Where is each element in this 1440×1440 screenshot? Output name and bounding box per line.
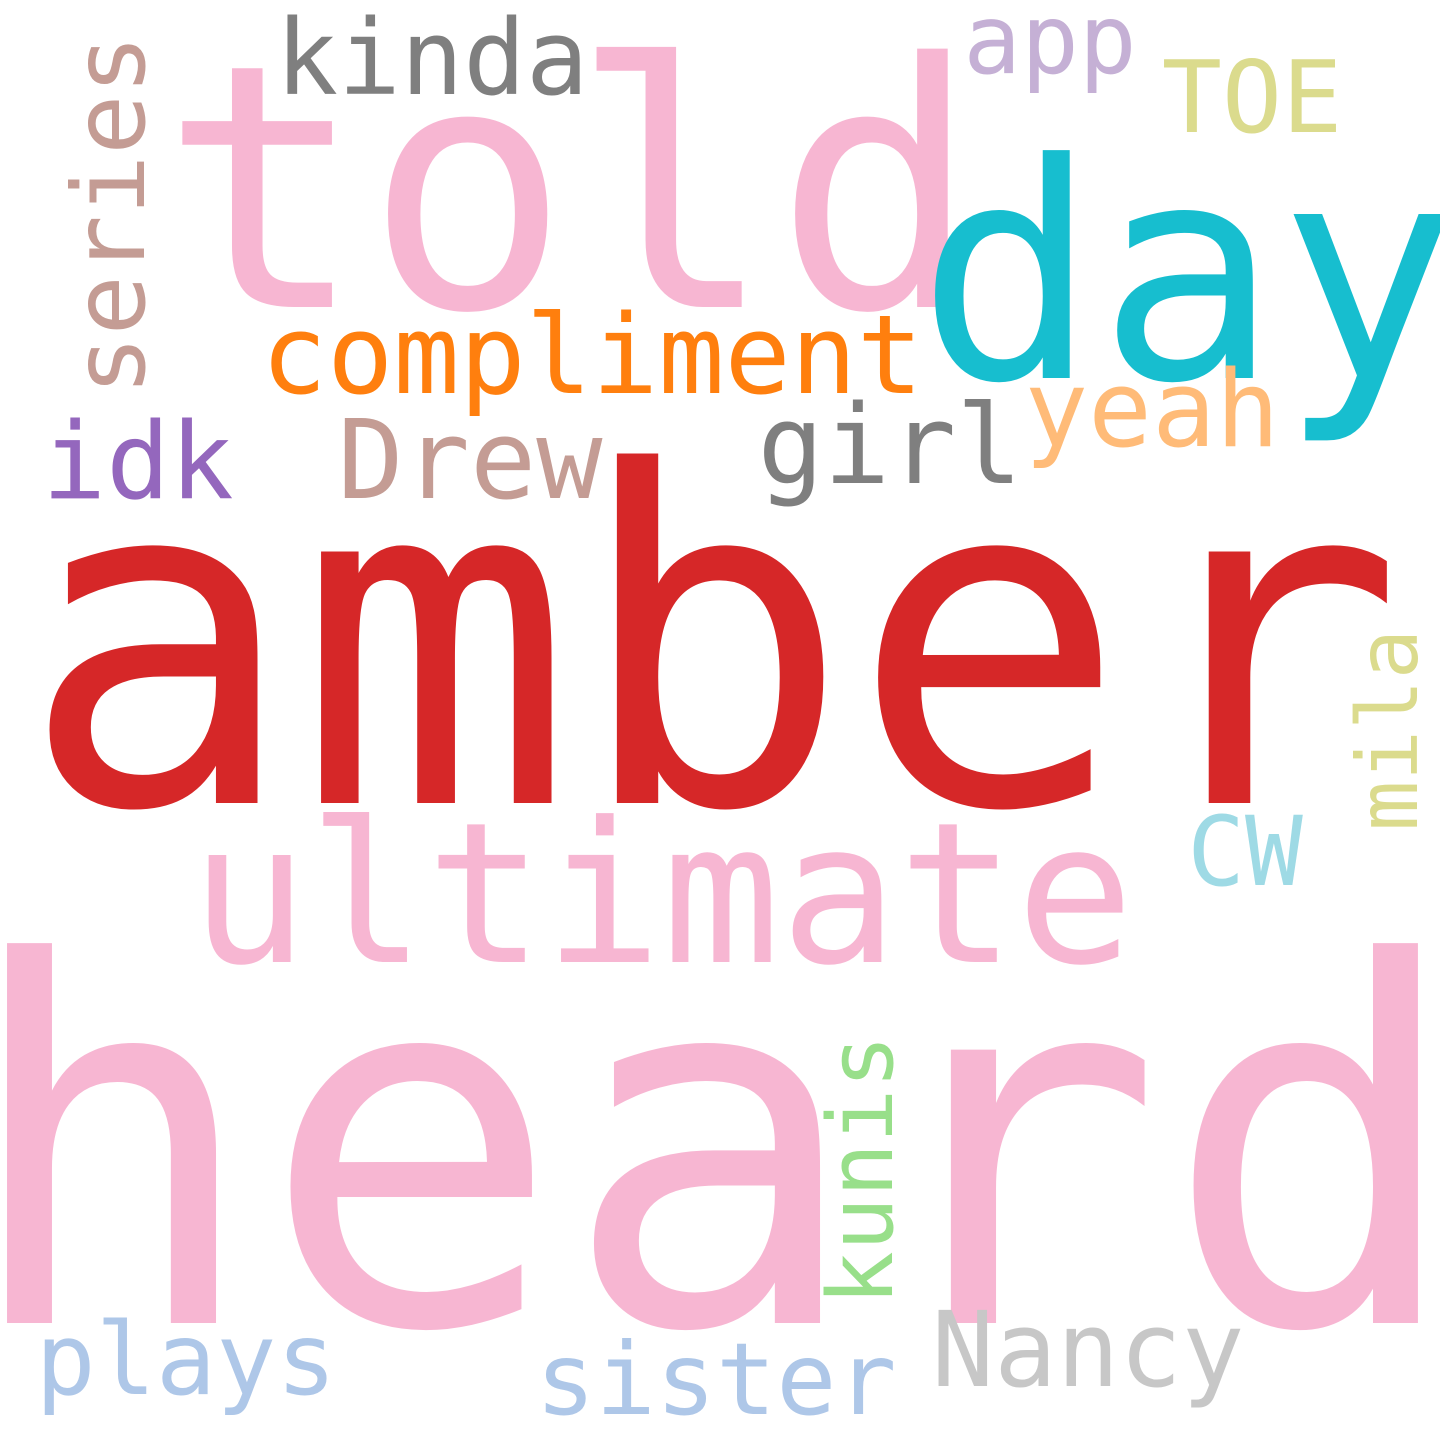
word-mila: mila xyxy=(1339,628,1437,832)
word-heard: heard xyxy=(0,859,1440,1440)
word-amber: amber xyxy=(19,377,1405,912)
word-girl: girl xyxy=(757,381,1023,509)
word-series: series xyxy=(51,34,168,396)
word-compliment: compliment xyxy=(260,291,924,419)
word-plays: plays xyxy=(35,1301,337,1418)
word-nancy: Nancy xyxy=(931,1289,1245,1411)
word-cw: CW xyxy=(1187,796,1303,908)
word-idk: idk xyxy=(42,400,234,523)
word-ultimate: ultimate xyxy=(189,781,1135,1009)
word-day: day xyxy=(917,100,1440,449)
word-yeah: yeah xyxy=(1024,348,1280,471)
word-sister: sister xyxy=(535,1321,897,1438)
word-toe: TOE xyxy=(1161,39,1343,156)
word-kinda: kinda xyxy=(275,0,589,119)
word-drew: Drew xyxy=(337,396,603,524)
word-told: told xyxy=(160,0,980,388)
word-app: app xyxy=(963,0,1137,96)
word-kunis: kunis xyxy=(809,1034,914,1306)
